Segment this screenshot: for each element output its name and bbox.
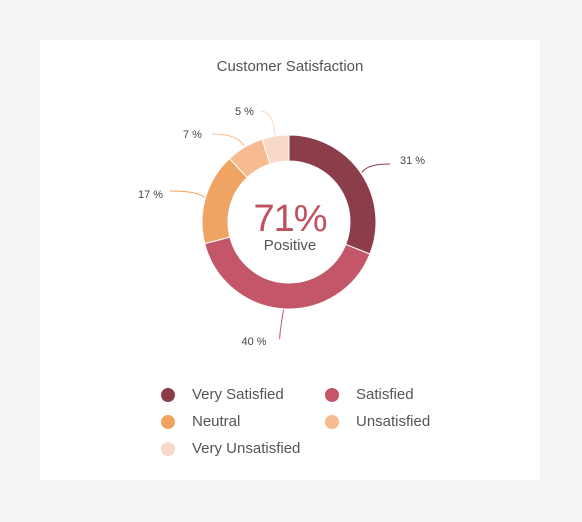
slice-label: 5 % (235, 106, 254, 118)
donut-slice-satisfied[interactable] (204, 236, 371, 310)
leader-line (211, 133, 245, 147)
center-label: Positive (263, 237, 317, 254)
slice-label: 7 % (183, 129, 202, 141)
donut-chart: 31 % 40 % 17 % 7 % 5 % (138, 106, 425, 348)
chart-title: Customer Satisfaction (216, 58, 364, 75)
donut-slice-very-unsatisfied[interactable] (261, 134, 290, 165)
leader-line (169, 190, 205, 198)
leader-line (260, 110, 276, 136)
leader-line (361, 163, 391, 173)
leader-line (279, 309, 284, 340)
center-value: 71% (253, 198, 327, 240)
slice-label: 17 % (138, 189, 163, 201)
slice-label: 31 % (400, 155, 425, 167)
slice-label: 40 % (241, 336, 266, 348)
chart-card: Customer Satisfaction 31 % 40 % 17 % 7 % 5 %… (40, 40, 540, 480)
